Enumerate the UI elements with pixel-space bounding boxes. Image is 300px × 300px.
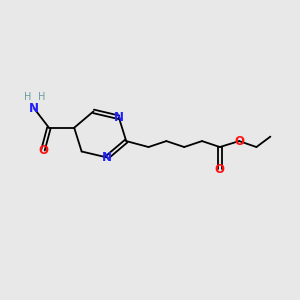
Text: N: N	[102, 151, 112, 164]
Text: H: H	[38, 92, 45, 101]
Text: O: O	[234, 135, 244, 148]
Text: N: N	[29, 102, 39, 115]
Text: O: O	[38, 143, 48, 157]
Text: N: N	[114, 111, 124, 124]
Text: O: O	[215, 163, 225, 176]
Text: H: H	[25, 92, 32, 101]
